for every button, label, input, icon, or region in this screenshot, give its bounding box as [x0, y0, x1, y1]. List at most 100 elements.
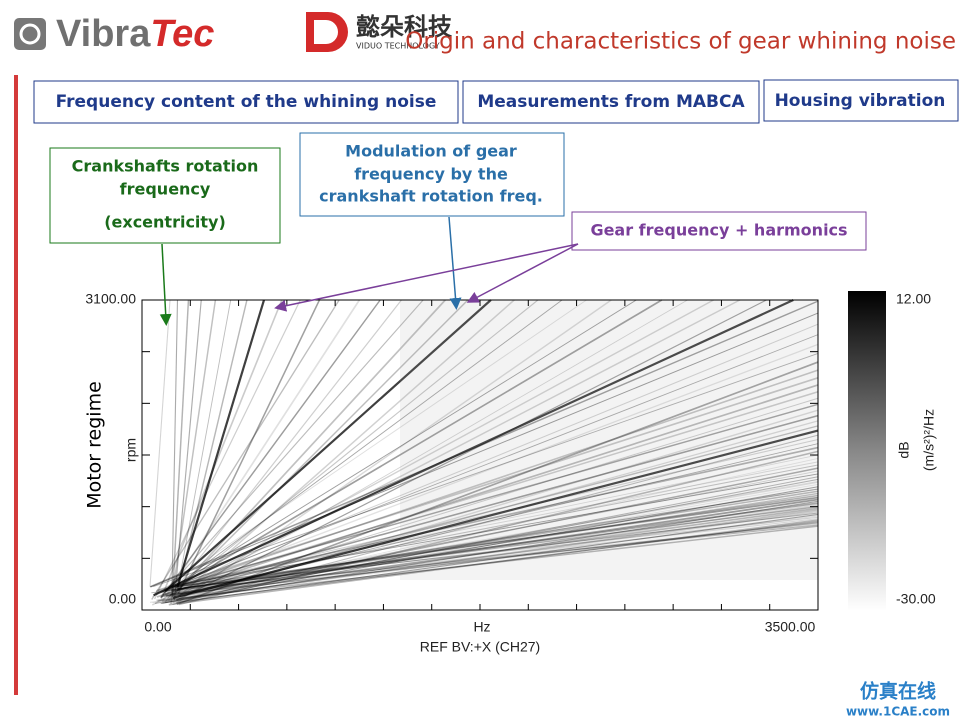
plot-area	[142, 300, 818, 610]
streak	[162, 483, 819, 600]
streak	[149, 299, 171, 587]
slide-title: Origin and characteristics of gear whini…	[405, 29, 956, 55]
streak	[151, 299, 714, 606]
streak	[156, 504, 819, 602]
streak	[176, 512, 819, 590]
streak	[163, 498, 819, 597]
watermark-url: www.1CAE.com	[846, 705, 950, 719]
streak	[177, 299, 515, 598]
streak	[155, 438, 819, 592]
streak	[160, 492, 819, 598]
streak	[173, 299, 202, 601]
streak	[157, 376, 819, 592]
streak	[154, 299, 301, 600]
streak	[169, 425, 819, 596]
y-axis-title: rpm	[123, 438, 139, 462]
colorbar-label: dB	[896, 441, 912, 458]
streak	[151, 524, 819, 594]
streak	[174, 446, 819, 588]
callout-text: Crankshafts rotation	[72, 157, 259, 176]
streak	[164, 299, 492, 593]
tab-box	[763, 79, 959, 122]
streak	[151, 299, 340, 600]
arrow	[466, 243, 579, 303]
streak	[176, 299, 266, 588]
streak	[173, 299, 563, 588]
streak	[152, 458, 819, 604]
colorbar	[848, 291, 886, 611]
streak	[160, 299, 424, 597]
colorbar-top: 12.00	[896, 291, 931, 307]
streak	[168, 461, 819, 587]
streak	[157, 525, 819, 602]
streak	[155, 464, 819, 593]
streak	[177, 299, 232, 589]
streak	[169, 443, 819, 597]
streak	[164, 299, 402, 603]
streak	[172, 520, 819, 603]
streak	[166, 481, 819, 597]
streak	[179, 403, 819, 586]
streak	[166, 323, 819, 592]
streak	[179, 467, 819, 598]
logo-part: Vibra	[56, 13, 151, 55]
streak	[176, 361, 819, 606]
axis-ticks	[142, 300, 818, 610]
streak	[177, 299, 321, 595]
logo-part: Tec	[150, 13, 214, 55]
streak	[161, 510, 819, 602]
streak	[168, 519, 819, 606]
streak	[178, 521, 819, 595]
callout-box	[571, 211, 867, 251]
shade	[400, 300, 818, 580]
callout-text: Modulation of gear	[345, 142, 517, 161]
streak	[167, 299, 539, 599]
tab: Measurements from MABCA	[477, 92, 745, 112]
streak	[160, 391, 819, 594]
callout-text: frequency by the	[354, 165, 508, 184]
y-label-bottom: 0.00	[109, 591, 136, 607]
tab-box	[462, 80, 760, 124]
streak	[153, 299, 794, 597]
logo: VibraTec	[56, 13, 214, 55]
streak	[171, 454, 819, 588]
streak	[149, 515, 819, 603]
cn-logo: 懿朵科技	[356, 13, 453, 41]
streak	[162, 486, 819, 604]
spectrogram	[149, 299, 819, 606]
streak	[176, 299, 248, 592]
streak	[170, 516, 819, 588]
colorbar-unit: (m/s²)²/Hz	[921, 409, 937, 471]
x-label-right: 3500.00	[765, 619, 816, 635]
callout-text: crankshaft rotation freq.	[319, 187, 543, 206]
streak	[178, 518, 819, 592]
tab: Housing vibration	[775, 91, 946, 111]
streak	[171, 496, 819, 589]
streak	[160, 299, 283, 599]
callout-text: (excentricity)	[104, 213, 226, 232]
streak	[171, 523, 819, 592]
streak	[160, 299, 381, 599]
streak	[166, 494, 819, 592]
streak	[171, 502, 819, 592]
streak	[167, 299, 446, 601]
streak	[175, 299, 469, 593]
streak	[177, 505, 819, 590]
streak	[160, 500, 819, 604]
streak	[161, 299, 361, 602]
callout-text: frequency	[120, 180, 211, 199]
streak	[178, 450, 819, 606]
streak	[156, 334, 819, 595]
cn-logo-icon	[306, 12, 348, 52]
streak	[165, 507, 819, 597]
streak	[176, 513, 819, 604]
streak	[173, 488, 819, 591]
streak	[179, 369, 819, 587]
streak	[176, 299, 663, 588]
callout-box	[49, 147, 281, 244]
streak	[164, 414, 819, 595]
x-axis-title: REF BV:+X (CH27)	[420, 639, 540, 655]
streak	[170, 343, 819, 592]
tab: Frequency content of the whining noise	[56, 92, 437, 112]
